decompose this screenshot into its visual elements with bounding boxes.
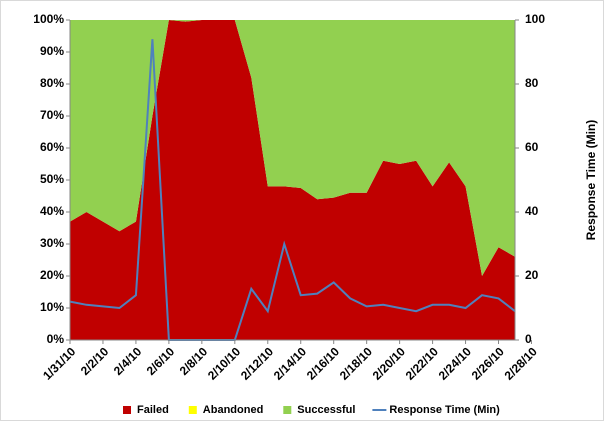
y-tick-label: 20% bbox=[40, 268, 64, 282]
legend-label: Failed bbox=[137, 404, 169, 416]
area bbox=[70, 20, 515, 276]
legend-label: Response Time (Min) bbox=[389, 404, 500, 416]
legend-swatch bbox=[283, 406, 292, 414]
y-tick-label: 90% bbox=[40, 44, 64, 58]
y-tick-label: 50% bbox=[40, 172, 64, 186]
legend: Failed Abandoned Successful Response Time (… bbox=[123, 404, 500, 416]
y2-tick-label: 80 bbox=[525, 76, 539, 90]
legend-swatch bbox=[123, 406, 131, 414]
line bbox=[69, 39, 516, 341]
y2-axis-title: Response Time (Min) bbox=[584, 120, 598, 240]
legend-label: Successful bbox=[297, 404, 355, 416]
y-tick-label: 70% bbox=[40, 108, 64, 122]
y-tick-label: 10% bbox=[40, 300, 64, 314]
legend-label: Abandoned bbox=[203, 404, 264, 416]
y-tick-label: 60% bbox=[40, 140, 64, 154]
y-tick-label: 80% bbox=[40, 76, 64, 90]
y2-tick-label: 40 bbox=[525, 204, 539, 218]
y2-tick-label: 20 bbox=[525, 268, 539, 282]
y-tick-label: 40% bbox=[40, 204, 64, 218]
y-tick-label: 0% bbox=[47, 332, 65, 346]
y-tick-label: 100% bbox=[33, 12, 64, 26]
y-tick-label: 30% bbox=[40, 236, 64, 250]
y2-tick-label: 0 bbox=[525, 332, 532, 346]
y2-tick-label: 100 bbox=[525, 12, 545, 26]
area bbox=[70, 20, 515, 340]
y2-tick-label: 60 bbox=[525, 140, 539, 154]
legend-swatch bbox=[188, 406, 197, 414]
